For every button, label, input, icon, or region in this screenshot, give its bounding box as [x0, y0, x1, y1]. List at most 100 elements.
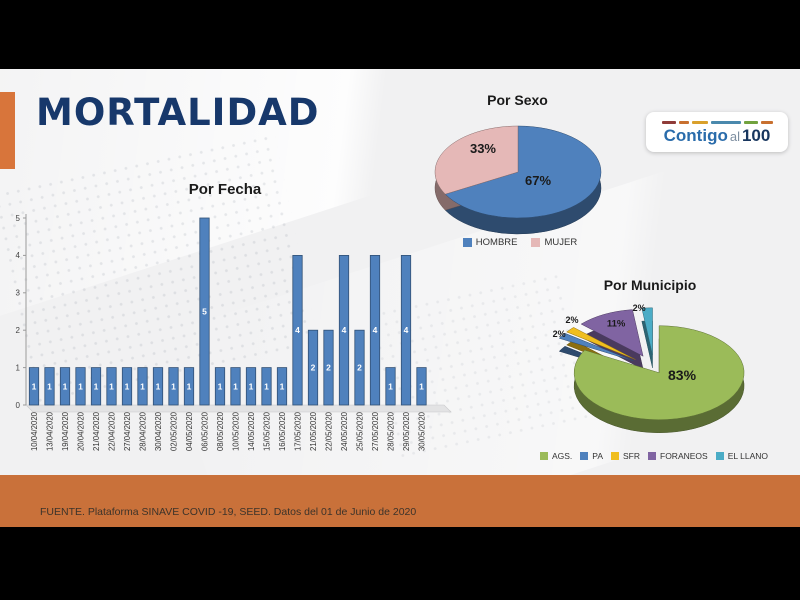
bar — [90, 367, 102, 406]
legend-label: PA — [592, 451, 603, 461]
pie-percent-label: 83% — [668, 367, 697, 383]
logo-word-100: 100 — [741, 125, 771, 145]
bar — [168, 367, 179, 406]
legend-label: SFR — [623, 451, 640, 461]
bar — [354, 329, 365, 406]
pie-percent-label: 11% — [607, 319, 626, 330]
bar — [369, 255, 381, 406]
bar-value-label: 1 — [32, 381, 37, 391]
page-title: MORTALIDAD — [36, 91, 320, 134]
pie-percent-label: 2% — [633, 303, 646, 313]
slide: MORTALIDAD Contigo al 100 Por Fecha 0 1 2 3 4 5… — [0, 69, 800, 527]
bar — [75, 367, 86, 406]
bottom-letterbox — [0, 527, 800, 600]
pie-sexo-legend: HOMBRE MUJER — [420, 237, 620, 248]
legend-swatch — [611, 452, 619, 460]
x-date-label: 22/05/2020 — [325, 411, 334, 451]
pie-slice — [580, 309, 644, 357]
pie-percent-label: 2% — [553, 329, 566, 339]
x-date-label: 27/04/2020 — [123, 411, 132, 451]
bar-value-label: 1 — [218, 381, 223, 391]
x-date-label: 10/05/2020 — [232, 411, 241, 451]
bar-value-label: 4 — [373, 325, 378, 335]
x-date-label: 30/04/2020 — [154, 411, 163, 451]
bar-value-label: 4 — [404, 325, 409, 335]
legend-swatch — [580, 452, 589, 460]
bar-chart-title: Por Fecha — [188, 181, 262, 198]
legend-item: HOMBRE — [462, 237, 517, 248]
pie-percent-label: 2% — [565, 315, 578, 325]
legend-item: AGS. — [539, 451, 572, 461]
x-date-label: 21/04/2020 — [92, 411, 101, 451]
x-date-label: 25/05/2020 — [356, 411, 365, 451]
legend-item: EL LLANO — [715, 451, 768, 461]
y-tick-label: 0 — [16, 401, 21, 410]
x-date-label: 08/05/2020 — [216, 411, 225, 451]
bar — [400, 255, 412, 406]
bar-value-label: 1 — [388, 381, 393, 391]
x-date-label: 04/05/2020 — [185, 411, 194, 451]
bar-value-label: 1 — [125, 381, 130, 391]
x-date-label: 16/05/2020 — [278, 411, 287, 451]
x-date-label: 19/04/2020 — [61, 411, 70, 451]
x-date-label: 13/04/2020 — [46, 411, 55, 451]
pie-chart-sexo: 67% 33% — [434, 125, 602, 235]
bar-value-label: 1 — [171, 381, 176, 391]
bar — [292, 255, 303, 406]
pie-slice — [558, 333, 634, 362]
pie-slice — [434, 125, 519, 195]
bar-value-label: 2 — [357, 363, 362, 373]
pie-slice — [641, 307, 653, 355]
bar-value-label: 1 — [109, 381, 114, 391]
bar-value-label: 1 — [233, 381, 238, 391]
bar-value-label: 4 — [342, 325, 347, 335]
logo-dash-segment — [710, 120, 741, 124]
logo-text: Contigo al 100 — [664, 127, 771, 145]
x-date-label: 28/05/2020 — [387, 411, 396, 451]
legend-swatch — [648, 452, 656, 460]
bar — [152, 367, 164, 406]
x-date-label: 20/04/2020 — [77, 411, 86, 451]
bar-value-label: 2 — [326, 363, 331, 373]
bar-value-label: 1 — [419, 381, 424, 391]
logo-dash-segment — [678, 120, 689, 124]
x-date-label: 27/05/2020 — [371, 411, 380, 451]
pie-municipio-legend: AGS. PA SFR FORANEOS EL LLANO — [520, 451, 788, 461]
y-tick-label: 4 — [16, 251, 21, 260]
x-date-label: 02/05/2020 — [170, 411, 179, 451]
y-tick-label: 1 — [16, 363, 21, 372]
bar — [199, 217, 210, 406]
logo-dash-segment — [760, 120, 773, 124]
logo-word-contigo: Contigo — [663, 125, 728, 145]
bar — [59, 367, 71, 406]
x-date-label: 17/05/2020 — [294, 411, 303, 451]
footer-band: FUENTE. Plataforma SINAVE COVID -19, SEE… — [0, 475, 800, 527]
legend-swatch — [531, 238, 541, 247]
x-date-label: 10/04/2020 — [30, 411, 39, 451]
top-letterbox — [0, 0, 800, 69]
bar-value-label: 1 — [156, 381, 161, 391]
legend-label: FORANEOS — [660, 451, 708, 461]
x-date-label: 29/05/2020 — [402, 411, 411, 451]
bar-value-label: 1 — [47, 381, 52, 391]
bar — [28, 367, 40, 406]
legend-swatch — [715, 452, 724, 460]
bar-value-label: 2 — [311, 363, 316, 373]
x-date-label: 21/05/2020 — [309, 411, 318, 451]
pie-percent-label: 33% — [470, 141, 496, 156]
logo-dash-segment — [743, 120, 758, 124]
footer-source-text: FUENTE. Plataforma SINAVE COVID -19, SEE… — [40, 506, 417, 518]
bar — [307, 329, 319, 406]
accent-bar — [0, 92, 15, 169]
pie-sexo-title: Por Sexo — [487, 92, 548, 108]
bar-value-label: 4 — [295, 325, 300, 335]
bar — [137, 367, 148, 406]
bar — [230, 367, 241, 406]
x-date-label: 30/05/2020 — [418, 411, 427, 451]
x-date-label: 14/05/2020 — [247, 411, 256, 451]
bar-value-label: 1 — [280, 381, 285, 391]
bar-value-label: 1 — [140, 381, 145, 391]
x-date-label: 15/05/2020 — [263, 411, 272, 451]
bar-value-label: 1 — [187, 381, 192, 391]
